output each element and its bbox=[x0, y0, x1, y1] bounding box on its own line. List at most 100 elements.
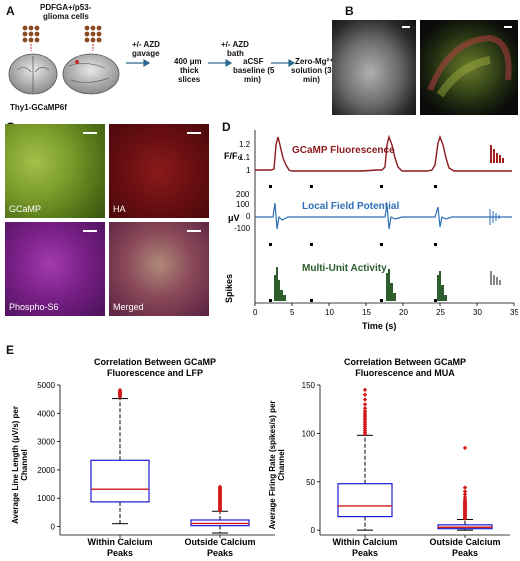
brain-slice-fluorescence-image bbox=[420, 20, 518, 115]
outlier-point bbox=[362, 392, 368, 397]
chart2-title-line2: Fluorescence and MUA bbox=[355, 368, 455, 378]
panel-e-boxplots: Correlation Between GCaMP Fluorescence a… bbox=[11, 357, 510, 558]
chart1-title-line1: Correlation Between GCaMP bbox=[94, 357, 216, 367]
microscopy-phospho-s6-image: Phospho-S6 bbox=[5, 222, 105, 316]
xtick-0: 0 bbox=[253, 308, 258, 317]
microscopy-ha-image: HA bbox=[109, 124, 209, 218]
ytick-top-1.2: 1.2 bbox=[239, 140, 251, 149]
microscopy-merged-image: Merged bbox=[109, 222, 209, 316]
tile-label-gcamp: GCaMP bbox=[9, 204, 42, 214]
scale-bar bbox=[187, 132, 201, 134]
tile-label-ha: HA bbox=[113, 204, 126, 214]
step3-line2: bath bbox=[227, 49, 244, 58]
xtick-10: 10 bbox=[325, 308, 334, 317]
chart1-plot-area: 0 1000 2000 3000 4000 5000 bbox=[37, 381, 275, 538]
chart2-ylabel-line2: Channel bbox=[277, 449, 286, 481]
step5-line1: Zero-Mg²⁺ bbox=[295, 57, 334, 66]
y-tick-label: 1000 bbox=[37, 494, 55, 503]
series-title-lfp: Local Field Potential bbox=[302, 201, 399, 212]
microscopy-gcamp-image: GCaMP bbox=[5, 124, 105, 218]
y-tick-label: 0 bbox=[51, 523, 56, 532]
xtick-25: 25 bbox=[436, 308, 445, 317]
mua-inset bbox=[490, 271, 501, 285]
ylabel-bot: Spikes bbox=[224, 274, 234, 303]
cells-label-line1: PDFGA+/p53- bbox=[40, 3, 92, 12]
chart2-category-1-line1: Within Calcium bbox=[333, 537, 398, 547]
outlier-point bbox=[362, 402, 368, 407]
step4-line3: min) bbox=[244, 75, 261, 84]
outlier-point bbox=[362, 387, 368, 393]
outlier-point bbox=[217, 484, 223, 490]
mouse-label: Thy1-GCaMP6f bbox=[10, 103, 67, 112]
chart1-title-line2: Fluorescence and LFP bbox=[107, 368, 203, 378]
xtick-20: 20 bbox=[399, 308, 408, 317]
glioma-cells-illustration bbox=[22, 25, 102, 51]
step5-line2: solution (30 bbox=[291, 66, 336, 75]
scale-bar bbox=[83, 132, 97, 134]
outlier-point bbox=[462, 489, 468, 494]
step2-line3: slices bbox=[178, 75, 201, 84]
panel-label-d: D bbox=[222, 120, 231, 134]
outlier-point bbox=[362, 406, 368, 411]
chart2-category-1-line2: Peaks bbox=[352, 548, 378, 558]
panel-label-e: E bbox=[6, 343, 15, 357]
scale-bar bbox=[504, 26, 512, 28]
xtick-35: 35 bbox=[510, 308, 518, 317]
series-title-gcamp: GCaMP Fluorescence bbox=[292, 145, 395, 156]
y-tick-label: 150 bbox=[302, 381, 316, 390]
y-tick-label: 3000 bbox=[37, 438, 55, 447]
outlier-point bbox=[462, 485, 468, 490]
xtick-5: 5 bbox=[290, 308, 295, 317]
scale-bar bbox=[83, 230, 97, 232]
xlabel-time: Time (s) bbox=[362, 321, 396, 331]
gcamp-inset bbox=[490, 145, 504, 163]
chart1-category-1-line1: Within Calcium bbox=[88, 537, 153, 547]
flow-arrows bbox=[126, 58, 296, 68]
chart2-ylabel-line1: Average Firing Rate (spikes/s) per bbox=[268, 400, 277, 529]
ytick-mid-neg100: -100 bbox=[234, 224, 251, 233]
step2-line1: 400 μm bbox=[174, 57, 202, 66]
scale-bar bbox=[187, 230, 201, 232]
lfp-inset bbox=[489, 209, 500, 225]
ylabel-mid: μV bbox=[228, 213, 240, 223]
y-tick-label: 2000 bbox=[37, 466, 55, 475]
ytick-top-1.1: 1.1 bbox=[239, 153, 251, 162]
ytick-top-1: 1 bbox=[246, 166, 251, 175]
step4-line1: aCSF bbox=[243, 57, 264, 66]
y-tick-label: 4000 bbox=[37, 409, 55, 418]
step4-line2: baseline (5 bbox=[233, 66, 275, 75]
step1-line2: gavage bbox=[132, 49, 160, 58]
brain-slice-brightfield-image bbox=[332, 20, 416, 115]
tile-label-merged: Merged bbox=[113, 302, 144, 312]
chart2-category-2-line2: Peaks bbox=[452, 548, 478, 558]
box bbox=[90, 459, 150, 503]
step5-line3: min) bbox=[303, 75, 320, 84]
box bbox=[337, 483, 393, 518]
tile-label-phospho-s6: Phospho-S6 bbox=[9, 302, 59, 312]
step1-line1: +/- AZD bbox=[132, 40, 160, 49]
outlier-point bbox=[462, 495, 468, 500]
y-tick-label: 50 bbox=[306, 478, 315, 487]
chart1-category-1-line2: Peaks bbox=[107, 548, 133, 558]
outlier-point bbox=[462, 445, 468, 451]
ytick-mid-200: 200 bbox=[236, 190, 250, 199]
chart1-category-2-line2: Peaks bbox=[207, 548, 233, 558]
step2-line2: thick bbox=[180, 66, 199, 75]
outlier-point bbox=[462, 492, 468, 497]
y-tick-label: 0 bbox=[311, 526, 316, 535]
chart1-category-2-line1: Outside Calcium bbox=[184, 537, 255, 547]
mua-trace bbox=[274, 267, 447, 301]
chart1-ylabel-line2: Channel bbox=[20, 449, 29, 481]
chart2-title-line1: Correlation Between GCaMP bbox=[344, 357, 466, 367]
panel-d-traces: GCaMP Fluorescence Local Field Potential… bbox=[224, 130, 518, 331]
step3-line1: +/- AZD bbox=[221, 40, 249, 49]
scale-bar bbox=[402, 26, 410, 28]
panel-label-a: A bbox=[6, 4, 15, 18]
chart1-ylabel-line1: Average Line Length (μV/s) per bbox=[11, 406, 20, 524]
outlier-point bbox=[117, 387, 123, 393]
brain-illustration bbox=[8, 53, 120, 95]
ylabel-top: F/F₀ bbox=[224, 151, 242, 161]
chart2-plot-area: 0 50 100 150 bbox=[302, 381, 510, 538]
chart2-category-2-line1: Outside Calcium bbox=[429, 537, 500, 547]
outlier-point bbox=[362, 397, 368, 402]
